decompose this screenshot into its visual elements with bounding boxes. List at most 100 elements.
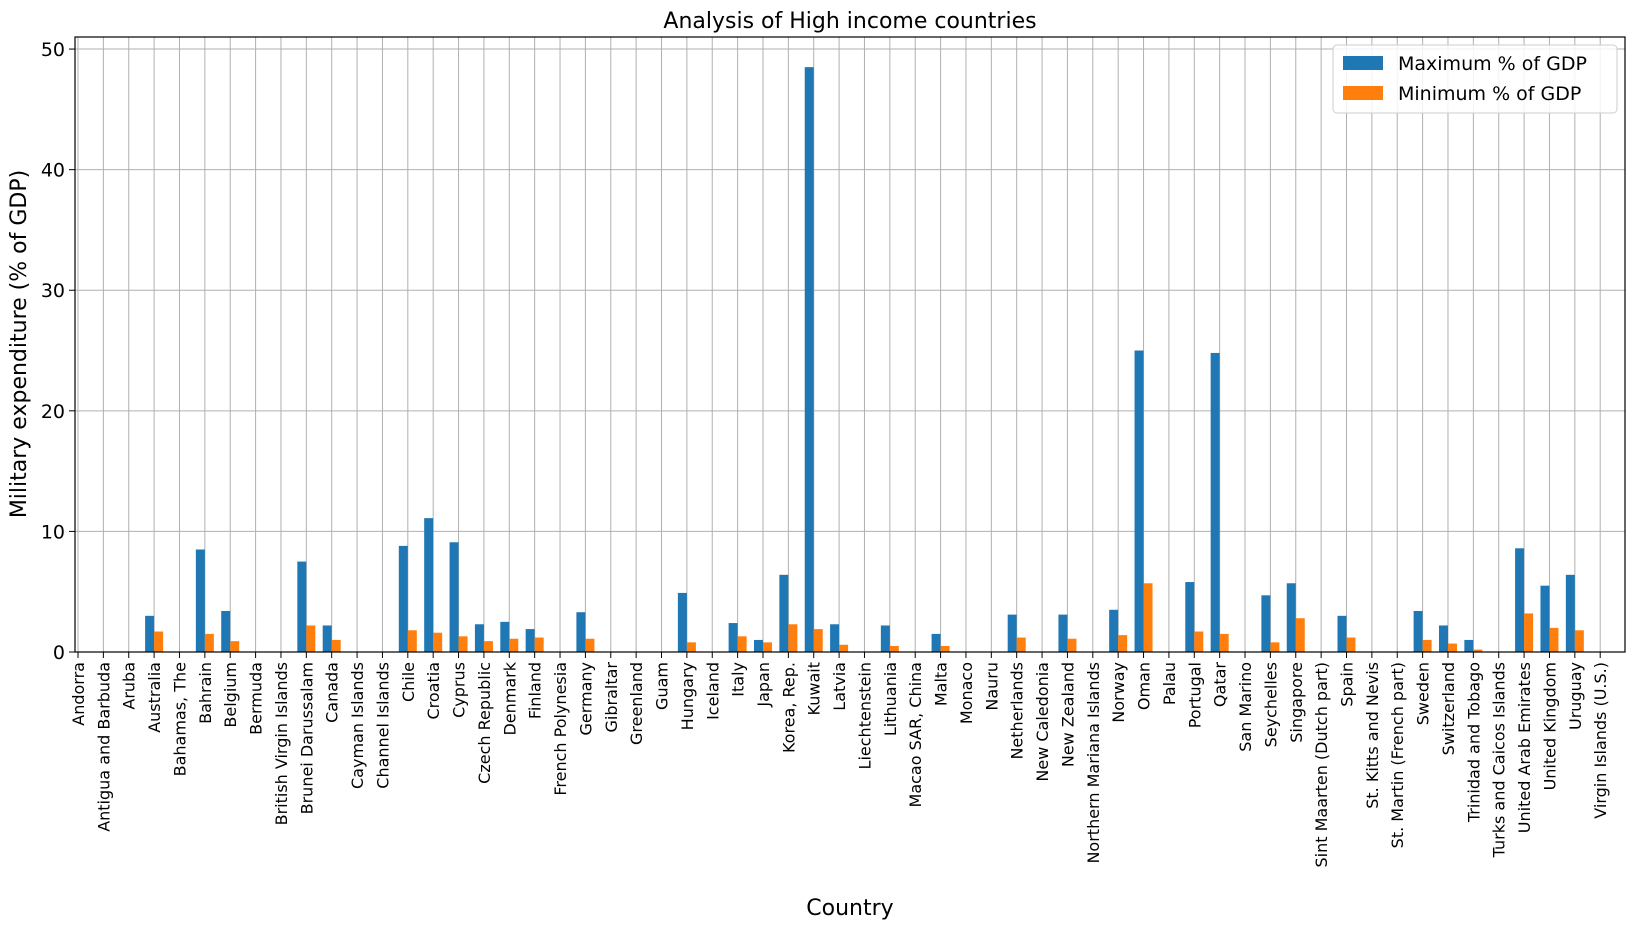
x-tick-label: Cayman Islands [348, 662, 367, 789]
y-tick-label: 40 [41, 160, 65, 182]
legend-swatch-max [1343, 56, 1383, 70]
x-tick-label: Greenland [627, 662, 646, 745]
x-tick-label: Germany [576, 662, 595, 736]
x-tick-label: Seychelles [1261, 662, 1280, 747]
bar-max-26 [728, 623, 738, 652]
x-tick-label: Nauru [982, 662, 1001, 711]
bar-min-55 [1473, 649, 1483, 652]
bar-max-32 [880, 625, 890, 652]
bar-min-3 [154, 631, 164, 652]
bar-max-58 [1540, 585, 1550, 652]
x-tick-label: French Polynesia [551, 662, 570, 796]
x-tick-label: Singapore [1287, 662, 1306, 743]
x-tick-label: Gibraltar [602, 662, 621, 733]
bar-min-9 [306, 625, 316, 652]
x-tick-label: Lithuania [881, 662, 900, 736]
x-tick-label: Italy [729, 662, 748, 697]
bar-max-30 [830, 624, 840, 652]
bar-min-16 [483, 641, 493, 652]
bar-min-15 [458, 636, 468, 652]
bar-max-16 [474, 624, 484, 652]
bar-min-45 [1219, 633, 1229, 652]
x-tick-label: San Marino [1236, 662, 1255, 752]
bar-max-37 [1007, 614, 1017, 652]
legend: Maximum % of GDP Minimum % of GDP [1332, 44, 1618, 114]
bar-min-18 [534, 637, 544, 652]
x-tick-label: Switzerland [1439, 662, 1458, 755]
x-tick-label: Belgium [221, 662, 240, 728]
x-tick-label: Malta [932, 662, 951, 706]
bar-min-27 [762, 642, 772, 652]
bar-min-29 [813, 629, 823, 652]
x-tick-label: Czech Republic [475, 662, 494, 784]
x-tick-label: Iceland [703, 662, 722, 720]
bar-max-17 [500, 621, 510, 652]
bar-min-10 [331, 639, 341, 652]
x-tick-label: Korea, Rep. [779, 662, 798, 753]
x-tick-label: Liechtenstein [855, 662, 874, 769]
x-tick-label: Virgin Islands (U.S.) [1591, 662, 1610, 819]
x-tick-label: Palau [1160, 662, 1179, 705]
bar-max-57 [1515, 548, 1525, 652]
bar-max-29 [804, 67, 814, 653]
x-tick-label: Channel Islands [373, 662, 392, 789]
bar-min-59 [1574, 630, 1584, 652]
x-tick-label: Oman [1135, 662, 1154, 710]
x-tick-label: Kuwait [805, 662, 824, 715]
bar-min-6 [230, 641, 240, 652]
y-axis: 0 10 20 30 40 50 [41, 39, 75, 664]
bar-min-28 [788, 624, 798, 652]
bar-max-18 [525, 629, 535, 652]
x-tick-label: Denmark [500, 661, 519, 735]
x-tick-label: Macao SAR, China [906, 662, 925, 807]
y-tick-label: 0 [53, 642, 65, 664]
bar-max-45 [1210, 352, 1220, 652]
y-tick-label: 10 [41, 521, 65, 543]
bar-max-53 [1413, 611, 1423, 652]
x-tick-label: Bermuda [247, 662, 266, 735]
bar-min-13 [407, 630, 417, 652]
bar-min-44 [1194, 631, 1204, 652]
x-tick-label: Guam [653, 662, 672, 710]
x-tick-label: Bahrain [196, 662, 215, 724]
bar-max-20 [576, 612, 586, 652]
x-tick-label: Monaco [957, 662, 976, 724]
x-tick-label: Bahamas, The [170, 662, 189, 776]
x-tick-label: Andorra [69, 662, 88, 726]
bar-max-27 [753, 639, 763, 652]
x-axis-label: Country [806, 896, 893, 921]
bar-max-55 [1464, 639, 1474, 652]
bar-max-39 [1058, 614, 1068, 652]
bar-max-59 [1565, 574, 1575, 652]
x-tick-label: Northern Mariana Islands [1084, 662, 1103, 864]
bar-min-30 [839, 644, 849, 652]
bar-min-53 [1422, 639, 1432, 652]
x-tick-label: St. Kitts and Nevis [1363, 662, 1382, 809]
bar-max-15 [449, 542, 459, 652]
x-tick-label: United Kingdom [1540, 662, 1559, 790]
bar-max-47 [1261, 595, 1271, 652]
bar-max-10 [322, 625, 332, 652]
bar-max-50 [1337, 615, 1347, 652]
bar-max-44 [1185, 582, 1195, 652]
bar-min-39 [1067, 638, 1077, 652]
x-tick-label: United Arab Emirates [1515, 662, 1534, 833]
bar-max-48 [1286, 583, 1296, 652]
bar-min-54 [1447, 643, 1457, 652]
x-tick-label: Trinidad and Tobago [1464, 662, 1483, 823]
x-tick-label: Aruba [120, 662, 139, 710]
bar-min-58 [1549, 627, 1559, 652]
legend-label-max: Maximum % of GDP [1398, 53, 1587, 75]
x-tick-label: Hungary [678, 662, 697, 730]
bar-max-3 [145, 615, 155, 652]
x-tick-label: New Zealand [1058, 662, 1077, 767]
x-tick-label: Spain [1338, 662, 1357, 707]
x-tick-label: Qatar [1211, 662, 1230, 707]
bar-min-20 [585, 638, 595, 652]
chart-title: Analysis of High income countries [663, 9, 1036, 34]
x-tick-label: Uruguay [1566, 662, 1585, 730]
x-axis: Andorra Antigua and Barbuda Aruba Australia… [69, 652, 1610, 868]
x-tick-label: Antigua and Barbuda [94, 662, 113, 832]
y-tick-label: 20 [41, 401, 65, 423]
